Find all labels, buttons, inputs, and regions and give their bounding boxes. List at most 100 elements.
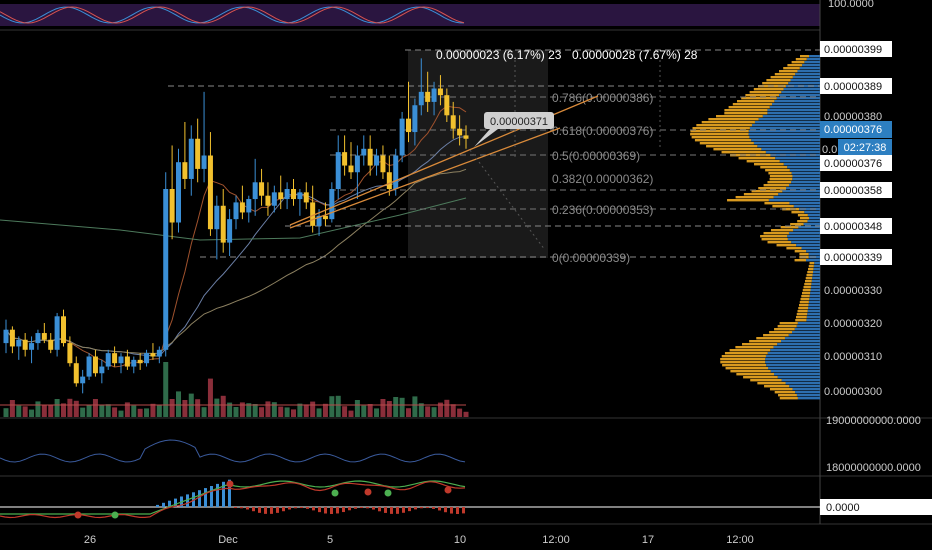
volume-profile-bar (787, 238, 820, 241)
macd-histogram-bar (264, 507, 267, 514)
candle (271, 185, 277, 213)
time-axis[interactable]: 26 Dec 5 10 12:00 17 12:00 (84, 534, 754, 546)
candle (207, 132, 213, 236)
volume-bar (297, 403, 303, 417)
volume-profile-bar (748, 130, 820, 133)
volume-profile-bar (796, 325, 820, 328)
volume-profile-bar (745, 94, 779, 97)
macd-histogram-bar (438, 507, 441, 511)
volume-profile-bar (790, 223, 804, 226)
volume-profile-bar (806, 316, 820, 319)
volume-profile-bar (779, 160, 820, 163)
volume-profile-bar (791, 211, 805, 214)
volume-profile-bar (788, 334, 820, 337)
volume-profile-bar (803, 286, 811, 289)
price-callout[interactable]: 0.00000371 (474, 112, 554, 147)
volume-profile-bar (767, 352, 820, 355)
time-tick-label: 26 (84, 534, 96, 546)
volume-profile-bar (770, 229, 794, 232)
volume-profile-bar (765, 169, 790, 172)
volume-profile-bar (796, 394, 820, 397)
volume-profile-bar (720, 358, 766, 361)
volume-profile-bar (792, 331, 820, 334)
volume-profile-bar (746, 160, 780, 163)
candle (41, 323, 47, 344)
oscillator-band (0, 4, 820, 26)
macd-cross-dot (111, 511, 119, 519)
volume-profile-bar (797, 310, 808, 313)
volume-profile-bar (772, 205, 794, 208)
volume-bar (354, 400, 360, 417)
volume-profile-bar (773, 196, 820, 199)
measure-label: 0.00000023 (6.17%) 23 (436, 48, 562, 62)
volume-profile-bar (810, 292, 820, 295)
volume-bar (322, 403, 328, 417)
macd-histogram-bar (234, 507, 237, 509)
candle (188, 125, 194, 196)
volume-profile-bar (749, 91, 782, 94)
volume-profile-bar (807, 310, 820, 313)
macd-histogram-bar (432, 507, 435, 509)
candle (176, 148, 181, 233)
volume-profile-bar (794, 328, 820, 331)
volume-profile-bar (754, 121, 820, 124)
macd-histogram-bar (198, 490, 201, 507)
candle (450, 101, 456, 139)
candlesticks (3, 58, 469, 394)
trend-line[interactable] (289, 127, 561, 229)
volume-profile-bar (690, 130, 749, 133)
volume-profile-bar (780, 226, 799, 229)
volume-profile-bar (778, 394, 797, 397)
volume-bar (9, 400, 15, 417)
volume-profile-bar (778, 94, 820, 97)
candle (124, 349, 130, 370)
macd-histogram-bar (456, 507, 459, 514)
volume-bar (137, 408, 143, 417)
macd-histogram-bar (414, 507, 417, 510)
volume-bar (284, 407, 290, 417)
candle (48, 333, 54, 354)
macd-histogram-bar (408, 507, 411, 512)
price-tick-badge (820, 218, 892, 234)
volume-profile-bar (762, 115, 820, 118)
candle (265, 182, 271, 216)
oscillator-level-label: 100.0000 (828, 0, 874, 10)
volume-bar (431, 407, 437, 417)
volume-profile (690, 55, 820, 400)
volume-profile-bar (743, 193, 779, 196)
volume-profile-bar (787, 64, 803, 67)
volume-profile-bar (782, 190, 820, 193)
time-tick-label: 12:00 (726, 534, 754, 546)
macd-histogram-bar (420, 507, 423, 509)
volume-profile-bar (701, 121, 755, 124)
volume-profile-bar (808, 304, 820, 307)
volume-profile-bar (805, 280, 812, 283)
candle (444, 88, 450, 122)
volume-profile-bar (729, 349, 771, 352)
price-axis[interactable]: 0.000003990.000003890.000003800.00000376… (820, 41, 892, 398)
volume-profile-bar (797, 70, 820, 73)
volume-profile-bar (777, 325, 797, 328)
volume-bar (463, 411, 469, 417)
volume-bar (233, 407, 239, 417)
volume-bar (310, 401, 316, 417)
volume-profile-bar (796, 316, 807, 319)
volume-bar (425, 406, 431, 417)
volume-bar (118, 410, 124, 417)
volume-profile-bar (757, 382, 786, 385)
volume-profile-bar (796, 313, 808, 316)
volume-profile-bar (786, 187, 820, 190)
candle (35, 329, 41, 350)
volume-profile-bar (791, 172, 820, 175)
volume-profile-bar (788, 184, 820, 187)
volume-profile-bar (690, 133, 749, 136)
volume-bar (3, 408, 9, 417)
volume-profile-bar (749, 340, 782, 343)
volume-profile-bar (809, 262, 815, 265)
measure-label: 0.00000028 (7.67%) 28 (572, 48, 698, 62)
volume-profile-bar (767, 241, 792, 244)
candle (86, 353, 92, 380)
volume-profile-bar (797, 322, 820, 325)
volume-profile-bar (769, 388, 793, 391)
